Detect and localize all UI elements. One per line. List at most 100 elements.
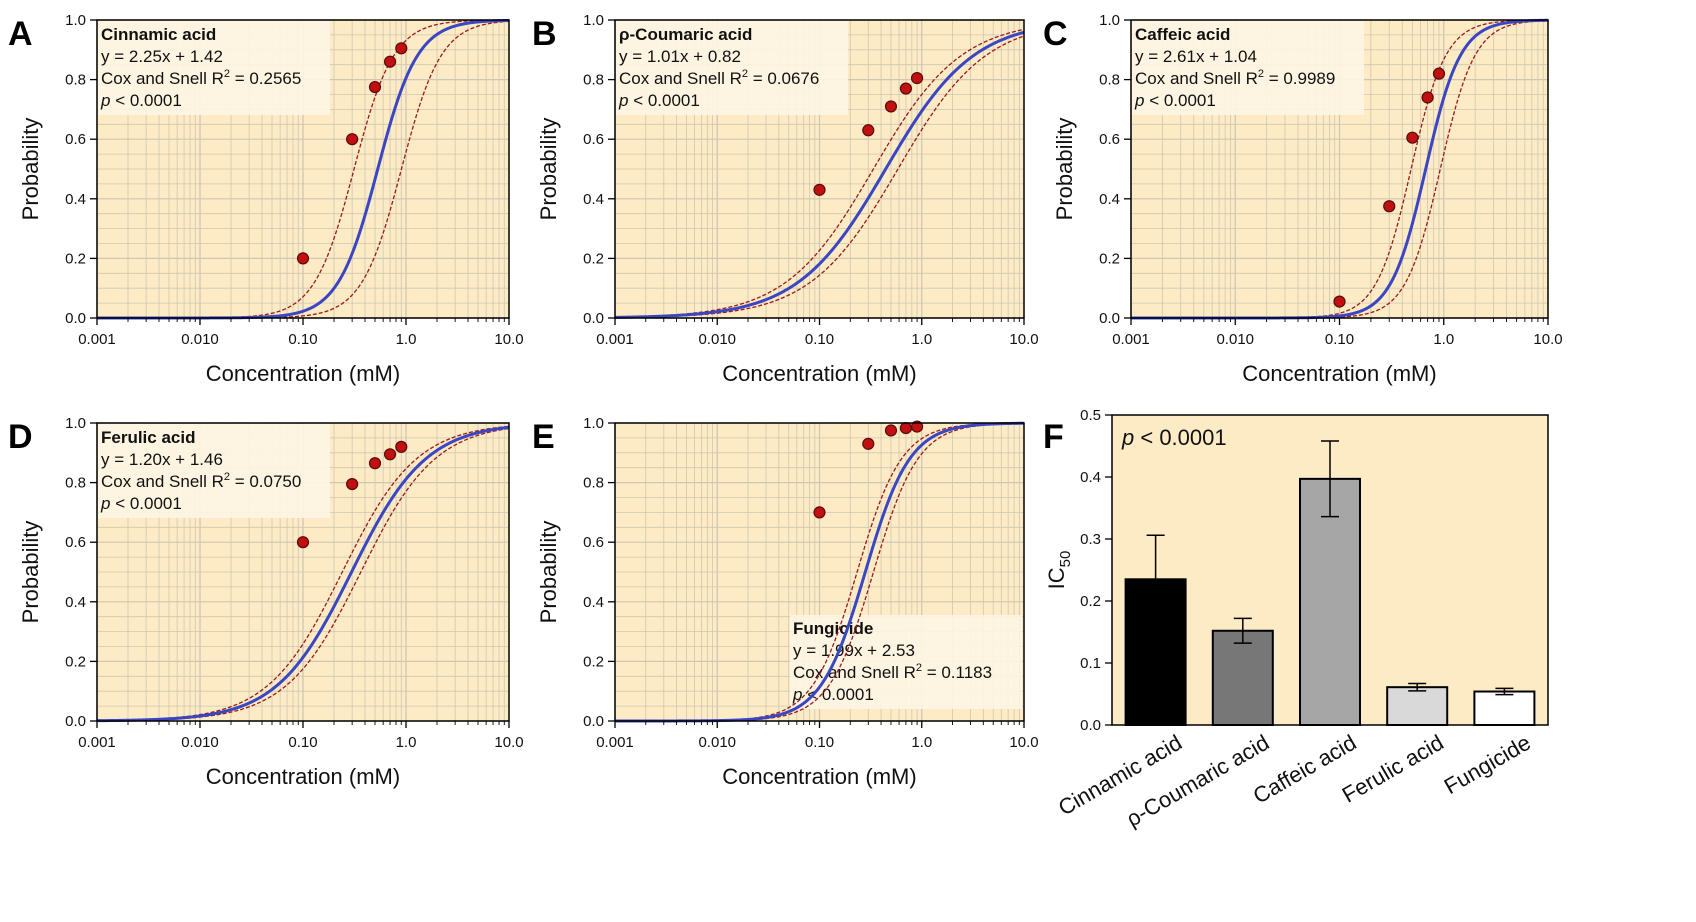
y-tick-label: 0.0 xyxy=(1080,717,1101,734)
r2-label: Cox and Snell R xyxy=(101,472,224,491)
data-point xyxy=(346,133,359,146)
data-point xyxy=(395,440,408,453)
y-tick-label: 0.0 xyxy=(65,310,86,327)
annotation-title: Ferulic acid xyxy=(101,428,195,447)
x-tick-label: 1.0 xyxy=(1433,331,1454,348)
x-tick-label: 10.0 xyxy=(1009,734,1038,751)
y-tick-label: 1.0 xyxy=(65,12,86,29)
y-tick-label: 0.4 xyxy=(1099,191,1120,208)
x-tick-label: 0.10 xyxy=(805,734,834,751)
y-tick-label: 0.2 xyxy=(583,250,604,267)
data-point xyxy=(899,421,913,435)
data-point xyxy=(346,477,359,491)
p-variable: p xyxy=(100,91,110,110)
x-tick-label: 1.0 xyxy=(396,734,417,751)
bar xyxy=(1386,686,1449,726)
y-tick-label: 0.3 xyxy=(1080,531,1101,548)
x-tick-label: 0.010 xyxy=(181,331,219,348)
fit-line xyxy=(96,425,510,723)
p-variable: p xyxy=(100,494,110,513)
y-tick-label: 0.2 xyxy=(1080,593,1101,610)
p-variable: p xyxy=(1121,425,1134,450)
panel-d: D Ferulic acid y = 1.20x + 1.46 Cox and Sne… xyxy=(8,415,524,789)
y-tick-label: 0.0 xyxy=(65,713,86,730)
y-tick-label: 0.0 xyxy=(1099,310,1120,327)
data-point xyxy=(395,42,408,55)
annotation-r2: Cox and Snell R2 = 0.0676 xyxy=(619,68,819,88)
y-axis-title: Probability xyxy=(536,118,561,221)
panel-letter: A xyxy=(8,15,33,53)
data-point xyxy=(910,72,924,85)
category-label: Fungicide xyxy=(1440,730,1535,799)
annotation-box xyxy=(98,21,330,115)
grid xyxy=(614,19,1024,319)
annotation-r2: Cox and Snell R2 = 0.1183 xyxy=(793,662,992,682)
p-variable: p xyxy=(618,91,628,110)
r2-value: = 0.2565 xyxy=(230,69,301,88)
x-tick-label: 10.0 xyxy=(1533,331,1562,348)
r2-label: Cox and Snell R xyxy=(1135,69,1258,88)
y-tick-label: 0.1 xyxy=(1080,655,1101,672)
y-tick-label: 0.8 xyxy=(65,475,86,492)
y-axis-title: Probability xyxy=(536,521,561,624)
annotation-equation: y = 2.25x + 1.42 xyxy=(101,47,223,66)
y-tick-label: 0.8 xyxy=(65,72,86,89)
p-text: < 0.0001 xyxy=(802,685,873,704)
r2-value: = 0.9989 xyxy=(1264,69,1335,88)
data-point xyxy=(813,506,826,519)
annotation-p-value: p < 0.0001 xyxy=(1134,91,1216,110)
annotation-title: Caffeic acid xyxy=(1135,25,1230,44)
y-tick-label: 0.2 xyxy=(65,653,86,670)
annotation-p-value: p < 0.0001 xyxy=(1121,425,1227,450)
annotation-equation: y = 1.01x + 0.82 xyxy=(619,47,741,66)
annotation-p-value: p < 0.0001 xyxy=(618,91,700,110)
y-tick-label: 0.6 xyxy=(583,131,604,148)
annotation: Caffeic acid y = 2.61x + 1.04 Cox and Snel… xyxy=(1132,21,1364,115)
x-tick-label: 0.001 xyxy=(78,734,116,751)
x-tick-label: 0.001 xyxy=(596,331,634,348)
y-tick-label: 0.5 xyxy=(1080,407,1101,424)
y-tick-label: 0.4 xyxy=(65,594,86,611)
x-tick-label: 1.0 xyxy=(911,734,932,751)
annotation-box xyxy=(98,424,330,518)
y-tick-label: 1.0 xyxy=(1099,12,1120,29)
p-text: < 0.0001 xyxy=(110,494,181,513)
y-tick-label: 0.4 xyxy=(583,191,604,208)
r2-value: = 0.1183 xyxy=(922,663,992,682)
x-tick-label: 0.001 xyxy=(78,331,116,348)
r2-superscript: 2 xyxy=(1258,68,1264,80)
r2-superscript: 2 xyxy=(916,662,922,674)
annotation: Ferulic acid y = 1.20x + 1.46 Cox and Snel… xyxy=(98,424,330,518)
r2-superscript: 2 xyxy=(224,68,230,80)
panel-letter: C xyxy=(1043,15,1068,53)
annotation-r2: Cox and Snell R2 = 0.2565 xyxy=(101,68,301,88)
x-tick-label: 0.10 xyxy=(805,331,834,348)
y-tick-label: 0.6 xyxy=(1099,131,1120,148)
panel-c: C Caffeic acid y = 2.61x + 1.04 Cox and Sne… xyxy=(1043,12,1563,386)
x-tick-label: 10.0 xyxy=(494,734,523,751)
data-point xyxy=(1333,295,1346,308)
r2-value: = 0.0750 xyxy=(230,472,301,491)
annotation-box xyxy=(1132,21,1364,115)
r2-label: Cox and Snell R xyxy=(793,663,916,682)
data-point xyxy=(884,100,898,113)
annotation: ρ-Coumaric acid y = 1.01x + 0.82 Cox and S… xyxy=(616,21,848,115)
x-tick-label: 0.010 xyxy=(181,734,219,751)
r2-superscript: 2 xyxy=(224,471,230,483)
y-tick-label: 0.6 xyxy=(583,534,604,551)
y-axis-title: Probability xyxy=(18,521,43,624)
y-tick-label: 0.2 xyxy=(1099,250,1120,267)
y-tick-label: 1.0 xyxy=(65,415,86,432)
annotation-p-value: p < 0.0001 xyxy=(100,91,182,110)
y-tick-label: 0.0 xyxy=(583,310,604,327)
annotation-p-value: p < 0.0001 xyxy=(100,494,182,513)
data-point xyxy=(884,424,898,437)
data-point xyxy=(368,80,382,94)
annotation-equation: y = 2.61x + 1.04 xyxy=(1135,47,1257,66)
x-axis-title: Concentration (mM) xyxy=(722,764,916,789)
panel-letter: F xyxy=(1043,418,1064,456)
data-point xyxy=(1406,131,1419,144)
annotation-box xyxy=(616,21,848,115)
p-variable: p xyxy=(792,685,802,704)
